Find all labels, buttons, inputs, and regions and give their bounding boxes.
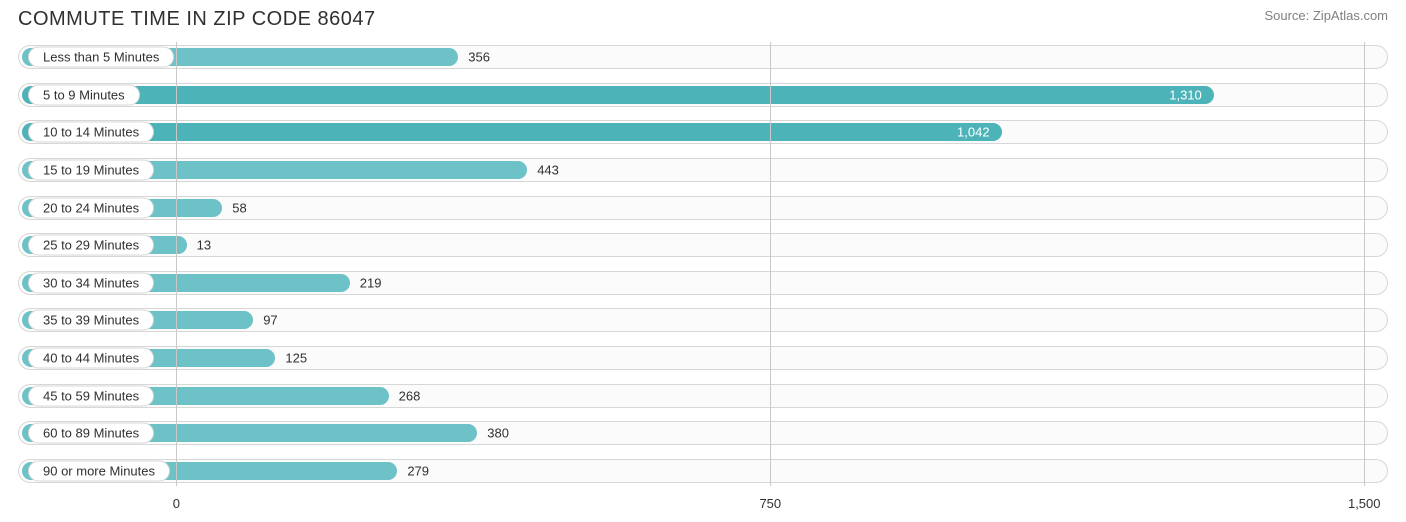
bar (22, 86, 1214, 104)
bar-rows: Less than 5 Minutes 356 5 to 9 Minutes 1,31… (18, 42, 1388, 486)
bar-row: 40 to 44 Minutes 125 (18, 343, 1388, 373)
category-pill: 10 to 14 Minutes (28, 122, 154, 143)
category-pill: 45 to 59 Minutes (28, 385, 154, 406)
bar-row: 20 to 24 Minutes 58 (18, 193, 1388, 223)
category-pill: 20 to 24 Minutes (28, 197, 154, 218)
value-label: 443 (537, 162, 559, 177)
bar-row: 60 to 89 Minutes 380 (18, 418, 1388, 448)
x-axis: 0 750 1,500 (18, 492, 1388, 522)
bar-row: 35 to 39 Minutes 97 (18, 305, 1388, 335)
category-pill: 60 to 89 Minutes (28, 423, 154, 444)
category-pill: 40 to 44 Minutes (28, 348, 154, 369)
value-label: 125 (285, 351, 307, 366)
bar-row: 5 to 9 Minutes 1,310 (18, 80, 1388, 110)
x-tick-label: 0 (173, 496, 180, 511)
category-pill: 90 or more Minutes (28, 460, 170, 481)
bar-row: 15 to 19 Minutes 443 (18, 155, 1388, 185)
value-label: 1,042 (957, 125, 990, 140)
bar-row: 90 or more Minutes 279 (18, 456, 1388, 486)
bar (22, 123, 1002, 141)
value-label: 219 (360, 275, 382, 290)
category-pill: 35 to 39 Minutes (28, 310, 154, 331)
bar-row: 30 to 34 Minutes 219 (18, 268, 1388, 298)
value-label: 380 (487, 426, 509, 441)
chart-area: Less than 5 Minutes 356 5 to 9 Minutes 1,31… (18, 42, 1388, 486)
bar-row: 45 to 59 Minutes 268 (18, 381, 1388, 411)
category-pill: 5 to 9 Minutes (28, 84, 140, 105)
value-label: 356 (468, 50, 490, 65)
bar-row: Less than 5 Minutes 356 (18, 42, 1388, 72)
x-tick-label: 1,500 (1348, 496, 1381, 511)
value-label: 13 (197, 238, 211, 253)
category-pill: 15 to 19 Minutes (28, 159, 154, 180)
value-label: 268 (399, 388, 421, 403)
category-pill: Less than 5 Minutes (28, 47, 174, 68)
gridline (770, 42, 771, 486)
value-label: 58 (232, 200, 246, 215)
bar-row: 10 to 14 Minutes 1,042 (18, 117, 1388, 147)
category-pill: 25 to 29 Minutes (28, 235, 154, 256)
bar-row: 25 to 29 Minutes 13 (18, 230, 1388, 260)
value-label: 1,310 (1169, 87, 1202, 102)
chart-source: Source: ZipAtlas.com (1264, 8, 1388, 23)
x-tick-label: 750 (759, 496, 781, 511)
bar-track (18, 233, 1388, 257)
gridline (176, 42, 177, 486)
value-label: 97 (263, 313, 277, 328)
value-label: 279 (407, 463, 429, 478)
bar-track (18, 196, 1388, 220)
category-pill: 30 to 34 Minutes (28, 272, 154, 293)
chart-header: COMMUTE TIME IN ZIP CODE 86047 Source: Z… (0, 0, 1406, 31)
gridline (1364, 42, 1365, 486)
chart-title: COMMUTE TIME IN ZIP CODE 86047 (18, 8, 376, 31)
